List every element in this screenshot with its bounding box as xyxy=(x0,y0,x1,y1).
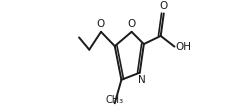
Text: N: N xyxy=(138,75,146,85)
Text: OH: OH xyxy=(175,42,192,52)
Text: O: O xyxy=(97,19,105,29)
Text: O: O xyxy=(128,19,136,29)
Text: CH₃: CH₃ xyxy=(106,95,124,105)
Text: O: O xyxy=(160,1,168,11)
